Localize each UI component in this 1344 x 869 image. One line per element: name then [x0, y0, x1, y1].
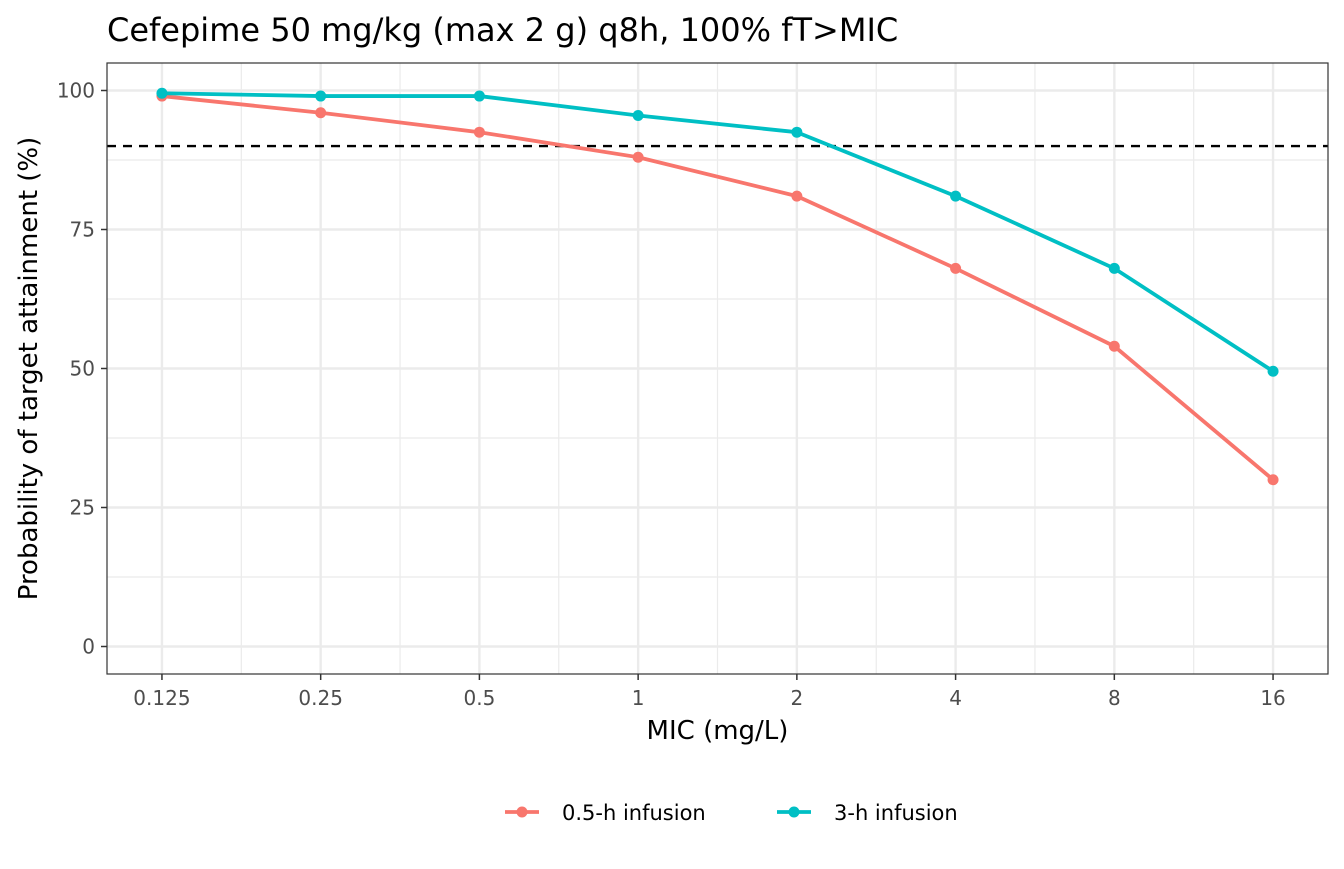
y-tick-label: 25 [70, 496, 95, 520]
data-point [1108, 340, 1120, 352]
y-tick-label: 0 [82, 635, 95, 659]
data-point [950, 190, 962, 202]
x-tick-label: 0.125 [133, 686, 190, 710]
data-point [791, 126, 803, 138]
series-line [161, 94, 1275, 482]
chart-title: Cefepime 50 mg/kg (max 2 g) q8h, 100% fT… [107, 11, 898, 49]
legend-key-point [516, 806, 528, 818]
y-tick-label: 50 [70, 357, 95, 381]
legend-key-point [788, 806, 800, 818]
series-2 [156, 87, 1279, 377]
y-tick-label: 100 [57, 78, 95, 102]
x-tick-label: 0.25 [298, 686, 343, 710]
x-tick-label: 16 [1260, 686, 1285, 710]
legend-item: 0.5-h infusion [505, 801, 706, 825]
data-point [632, 151, 644, 163]
series-line [161, 91, 1275, 373]
series-group [156, 87, 1279, 486]
data-point [1267, 474, 1279, 486]
x-tick-label: 0.5 [463, 686, 495, 710]
data-point [950, 262, 962, 274]
legend-label: 0.5-h infusion [562, 801, 706, 825]
data-point [473, 126, 485, 138]
x-tick-label: 4 [949, 686, 962, 710]
grid [107, 63, 1328, 674]
axes: 0 25 50 75 100 0.125 0.25 0.5 1 2 4 8 16 [57, 78, 1286, 710]
data-point [791, 190, 803, 202]
data-point [632, 110, 644, 122]
data-point [315, 107, 327, 119]
y-tick-label: 75 [70, 217, 95, 241]
data-point [1267, 365, 1279, 377]
legend-item: 3-h infusion [777, 801, 958, 825]
x-tick-label: 8 [1108, 686, 1121, 710]
data-point [473, 90, 485, 102]
legend-label: 3-h infusion [834, 801, 958, 825]
y-axis-title: Probability of target attainment (%) [14, 137, 44, 601]
data-point [156, 87, 168, 99]
data-point [1108, 262, 1120, 274]
data-point [315, 90, 327, 102]
legend: 0.5-h infusion 3-h infusion [505, 801, 958, 825]
x-axis-title: MIC (mg/L) [647, 716, 789, 746]
x-tick-label: 2 [790, 686, 803, 710]
x-tick-label: 1 [632, 686, 645, 710]
